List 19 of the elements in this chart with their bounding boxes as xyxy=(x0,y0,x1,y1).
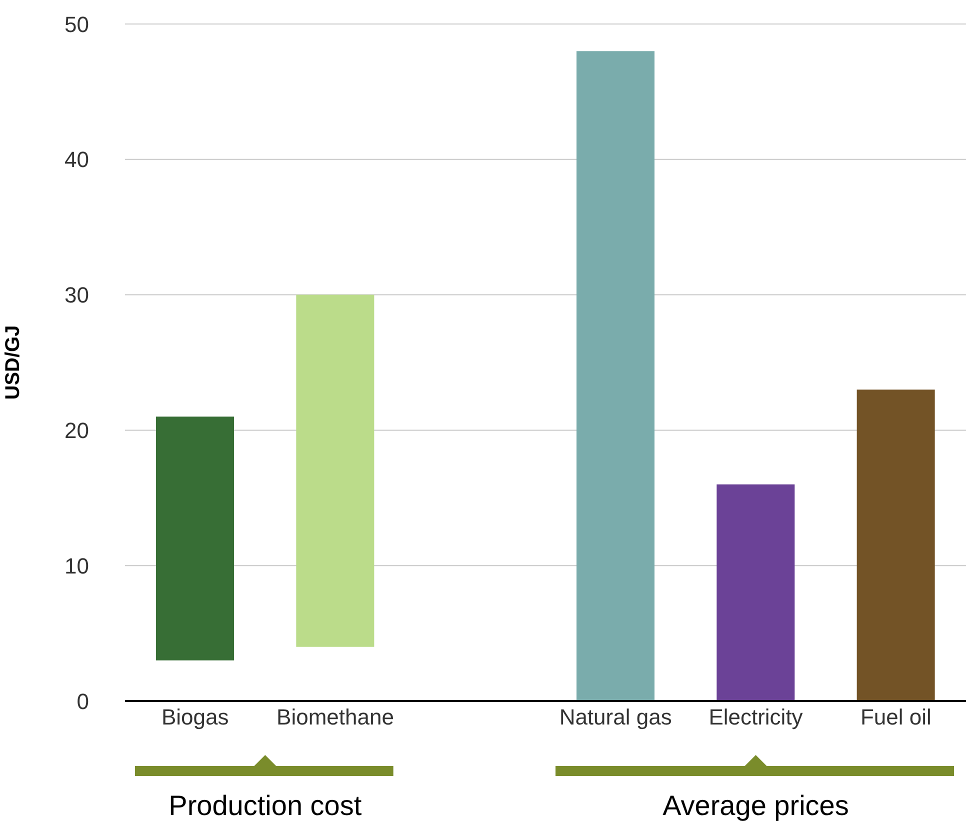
y-tick-label: 20 xyxy=(64,418,89,444)
y-tick-label: 40 xyxy=(64,147,89,172)
bar xyxy=(716,484,795,701)
y-tick-label: 0 xyxy=(76,688,89,714)
bar xyxy=(156,416,234,660)
y-tick-label: 50 xyxy=(64,12,89,37)
x-tick-label: Fuel oil xyxy=(860,704,932,730)
x-tick-label: Biomethane xyxy=(276,704,394,730)
bar xyxy=(296,294,374,647)
y-tick-label: 30 xyxy=(64,282,89,308)
bar xyxy=(576,51,654,701)
text: Production cost xyxy=(168,790,362,821)
x-tick-label: Natural gas xyxy=(559,704,672,730)
bar xyxy=(856,390,935,701)
x-tick-label: Electricity xyxy=(708,704,803,730)
y-axis-title: USD/GJ xyxy=(2,325,24,400)
y-tick-label: 10 xyxy=(64,553,89,578)
text: Average prices xyxy=(662,790,849,821)
x-tick-label: Biogas xyxy=(161,704,229,730)
